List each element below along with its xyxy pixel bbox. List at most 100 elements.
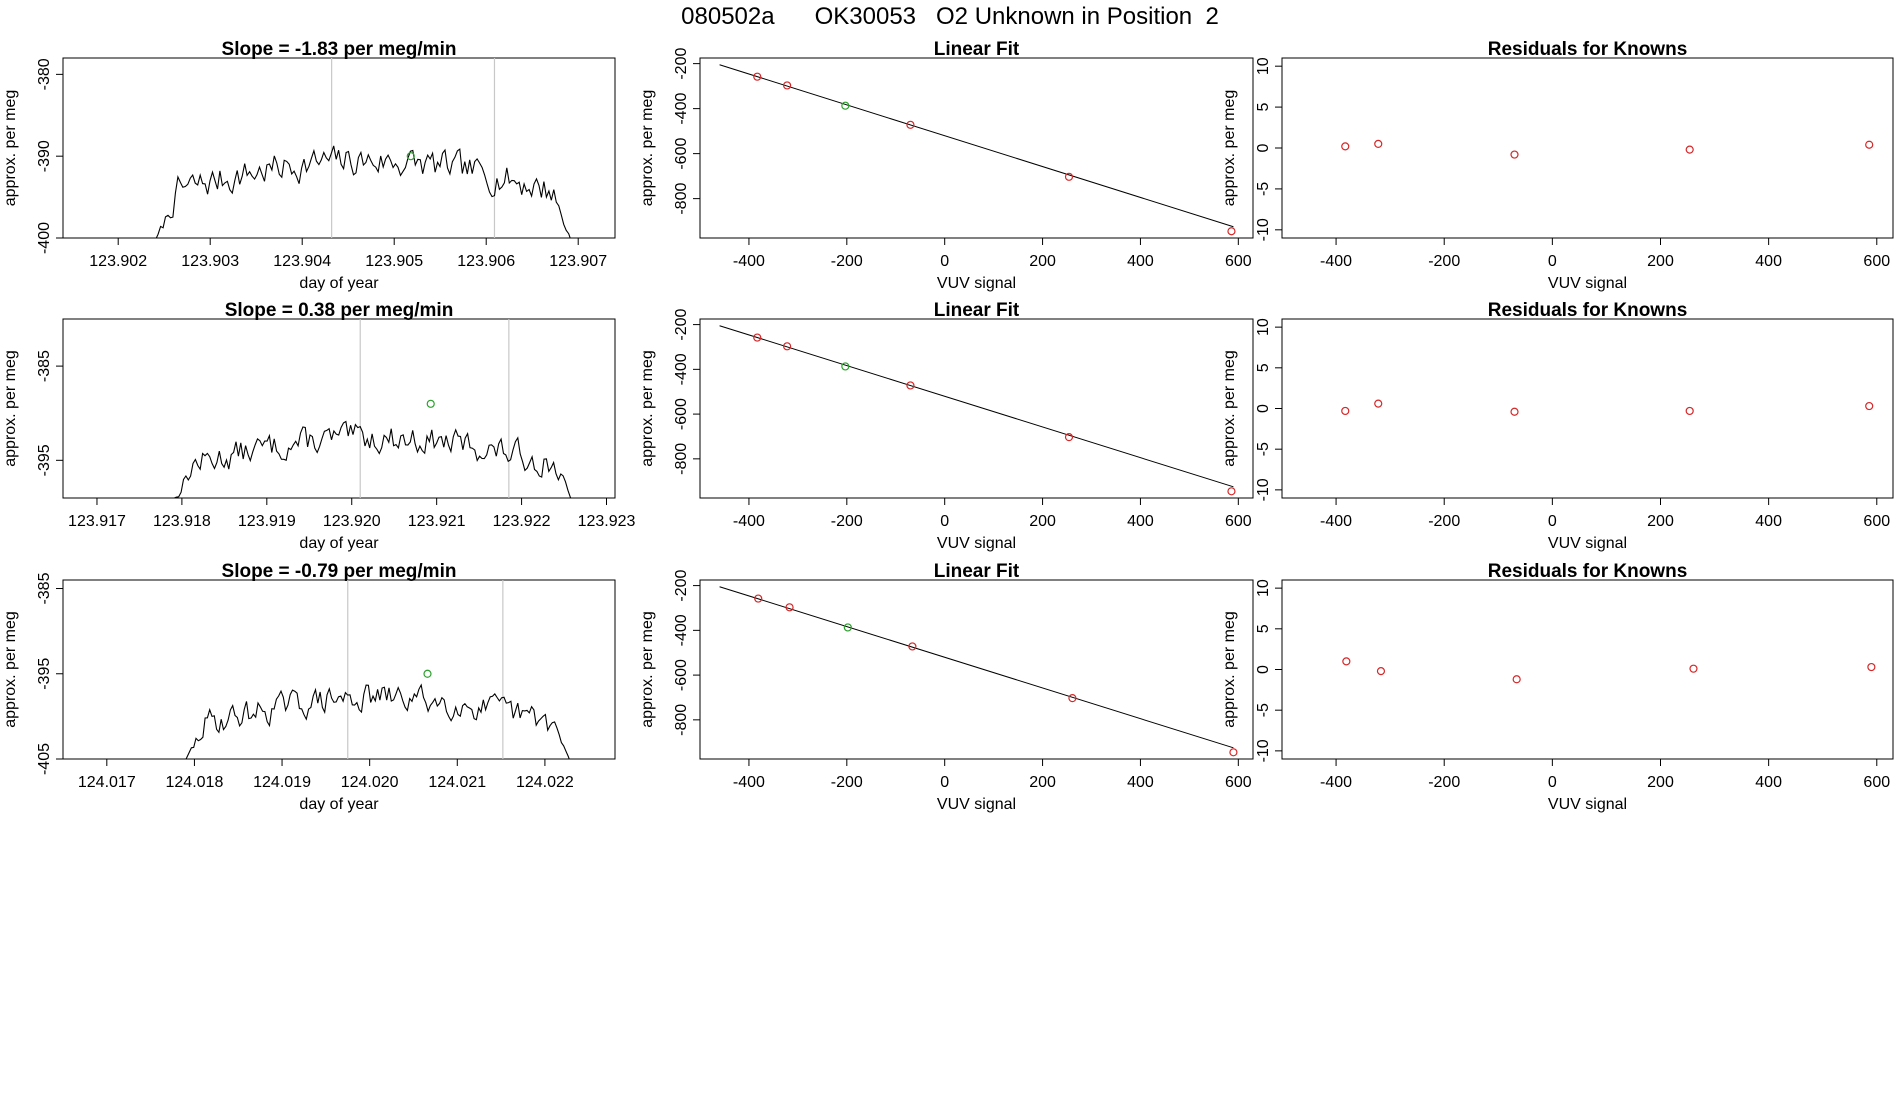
linear-fit-1-known-point bbox=[1227, 227, 1236, 236]
time-series-1-xtick-label: 123.903 bbox=[181, 253, 239, 270]
time-series-1-xtick-label: 123.904 bbox=[273, 253, 331, 270]
time-series-3-trace bbox=[185, 683, 570, 759]
time-series-1-ytick-label: -390 bbox=[36, 140, 53, 172]
linear-fit-3-known-point bbox=[1229, 748, 1238, 757]
linear-fit-3-known-point bbox=[754, 594, 763, 603]
residuals-3-point bbox=[1342, 657, 1351, 666]
residuals-3-xtick-label: 600 bbox=[1863, 774, 1890, 791]
residuals-2-xtick-label: -200 bbox=[1428, 513, 1460, 530]
time-series-3-ytick-label: -395 bbox=[36, 658, 53, 690]
residuals-1-ytick-label: -5 bbox=[1255, 182, 1272, 196]
residuals-1-ytick-label: 5 bbox=[1255, 103, 1272, 112]
linear-fit-3-ytick-label: -200 bbox=[673, 569, 690, 601]
linear-fit-2-unknown-point bbox=[841, 362, 850, 371]
linear-fit-1-xtick-label: 600 bbox=[1225, 253, 1252, 270]
residuals-1-xtick-label: 200 bbox=[1647, 253, 1674, 270]
linear-fit-3-known-point bbox=[1068, 694, 1077, 703]
linear-fit-2-known-point bbox=[753, 333, 762, 342]
linear-fit-1-xtick-label: -400 bbox=[733, 253, 765, 270]
time-series-1-xtick-label: 123.905 bbox=[365, 253, 423, 270]
linear-fit-1-ytick-label: -400 bbox=[673, 93, 690, 125]
linear-fit-2-ytick-label: -200 bbox=[673, 308, 690, 340]
linear-fit-3-xtick-label: 200 bbox=[1029, 774, 1056, 791]
residuals-2-ytick-label: 0 bbox=[1255, 404, 1272, 413]
residuals-3-xlabel: VUV signal bbox=[1548, 796, 1627, 813]
residuals-3-point bbox=[1376, 667, 1386, 676]
residuals-3-xtick-label: -400 bbox=[1320, 774, 1352, 791]
time-series-2-xtick-label: 123.920 bbox=[323, 513, 381, 530]
linear-fit-2-ytick-label: -800 bbox=[673, 443, 690, 475]
residuals-2-point bbox=[1865, 401, 1874, 411]
linear-fit-3-ytick-label: -800 bbox=[673, 704, 690, 736]
time-series-1-xtick-label: 123.907 bbox=[549, 253, 607, 270]
residuals-1-frame bbox=[1281, 57, 1894, 239]
residuals-3-xtick-label: -200 bbox=[1428, 774, 1460, 791]
residuals-2-xtick-label: -400 bbox=[1320, 513, 1352, 530]
linear-fit-2-title: Linear Fit bbox=[934, 300, 1020, 321]
linear-fit-1-ytick-label: -200 bbox=[673, 48, 690, 80]
residuals-2-ytick-label: -5 bbox=[1255, 442, 1272, 456]
time-series-3-panel: Slope = -0.79 per meg/min 124.017 124.018 1… bbox=[2, 561, 616, 813]
residuals-3-frame bbox=[1281, 579, 1894, 760]
residuals-2-ylabel: approx. per meg bbox=[1221, 350, 1238, 467]
residuals-3-point bbox=[1689, 664, 1698, 673]
linear-fit-3-known-point bbox=[908, 642, 917, 651]
linear-fit-3-xtick-label: 600 bbox=[1225, 774, 1252, 791]
linear-fit-2-known-point bbox=[1227, 487, 1236, 496]
linear-fit-1-ytick-label: -600 bbox=[673, 138, 690, 170]
residuals-1-xtick-label: 600 bbox=[1863, 253, 1890, 270]
residuals-1-xtick-label: -400 bbox=[1320, 253, 1352, 270]
time-series-3-ylabel: approx. per meg bbox=[2, 611, 19, 728]
residuals-2-xtick-label: 600 bbox=[1863, 513, 1890, 530]
time-series-2-title: Slope = 0.38 per meg/min bbox=[225, 300, 454, 321]
time-series-3-xtick-label: 124.020 bbox=[341, 774, 399, 791]
residuals-3-ytick-label: 0 bbox=[1255, 665, 1272, 674]
residuals-3-panel: Residuals for Knowns-400 -200 0 200 400 600-1… bbox=[1221, 561, 1894, 813]
time-series-3-unknown-marker bbox=[423, 669, 432, 678]
residuals-1-xtick-label: -200 bbox=[1428, 253, 1460, 270]
residuals-1-point bbox=[1374, 139, 1383, 149]
residuals-3-ytick-label: -10 bbox=[1255, 739, 1272, 762]
time-series-2-xtick-label: 123.923 bbox=[578, 513, 636, 530]
residuals-3-xtick-label: 200 bbox=[1647, 774, 1674, 791]
residuals-3-xtick-label: 0 bbox=[1548, 774, 1557, 791]
linear-fit-3-frame bbox=[699, 579, 1254, 760]
time-series-1-panel: Slope = -1.83 per meg/min 123.902 123.903 1… bbox=[2, 39, 616, 292]
time-series-2-xtick-label: 123.922 bbox=[493, 513, 551, 530]
time-series-3-xtick-label: 124.019 bbox=[253, 774, 311, 791]
time-series-3-xtick-label: 124.022 bbox=[516, 774, 574, 791]
linear-fit-2-xlabel: VUV signal bbox=[937, 535, 1016, 552]
residuals-3-ytick-label: -5 bbox=[1255, 703, 1272, 717]
linear-fit-3-regression-line bbox=[719, 586, 1234, 749]
time-series-1-unknown-marker bbox=[406, 152, 415, 161]
linear-fit-2-xtick-label: -200 bbox=[831, 513, 863, 530]
linear-fit-3-panel: Linear Fit -400 -200 0 200 400 600 -800 -600 -400… bbox=[639, 561, 1254, 813]
linear-fit-2-known-point bbox=[906, 381, 915, 390]
linear-fit-3-xtick-label: 400 bbox=[1127, 774, 1154, 791]
residuals-1-point bbox=[1510, 150, 1519, 159]
residuals-2-point bbox=[1341, 406, 1350, 416]
linear-fit-3-xlabel: VUV signal bbox=[937, 796, 1016, 813]
time-series-1-trace bbox=[155, 145, 571, 238]
time-series-3-xtick-label: 124.021 bbox=[428, 774, 486, 791]
linear-fit-1-ytick-label: -800 bbox=[673, 183, 690, 215]
time-series-1-xtick-label: 123.902 bbox=[89, 253, 147, 270]
linear-fit-1-xtick-label: 400 bbox=[1127, 253, 1154, 270]
residuals-2-xtick-label: 0 bbox=[1548, 513, 1557, 530]
residuals-1-point bbox=[1341, 142, 1350, 151]
time-series-3-xlabel: day of year bbox=[299, 796, 379, 813]
linear-fit-2-known-point bbox=[1064, 433, 1074, 442]
linear-fit-1-title: Linear Fit bbox=[934, 39, 1020, 60]
linear-fit-1-xtick-label: 0 bbox=[940, 253, 949, 270]
time-series-2-panel: Slope = 0.38 per meg/min 123.917 123.918 12… bbox=[2, 300, 636, 552]
linear-fit-2-xtick-label: 400 bbox=[1127, 513, 1154, 530]
residuals-1-ylabel: approx. per meg bbox=[1221, 90, 1238, 207]
linear-fit-1-known-point bbox=[783, 81, 792, 90]
time-series-2-ylabel: approx. per meg bbox=[2, 350, 19, 467]
linear-fit-2-xtick-label: 0 bbox=[940, 513, 949, 530]
residuals-2-title: Residuals for Knowns bbox=[1488, 300, 1688, 321]
time-series-2-unknown-marker bbox=[426, 399, 435, 408]
linear-fit-1-known-point bbox=[753, 72, 762, 81]
time-series-3-title: Slope = -0.79 per meg/min bbox=[222, 561, 457, 582]
linear-fit-1-known-point bbox=[1064, 172, 1074, 181]
